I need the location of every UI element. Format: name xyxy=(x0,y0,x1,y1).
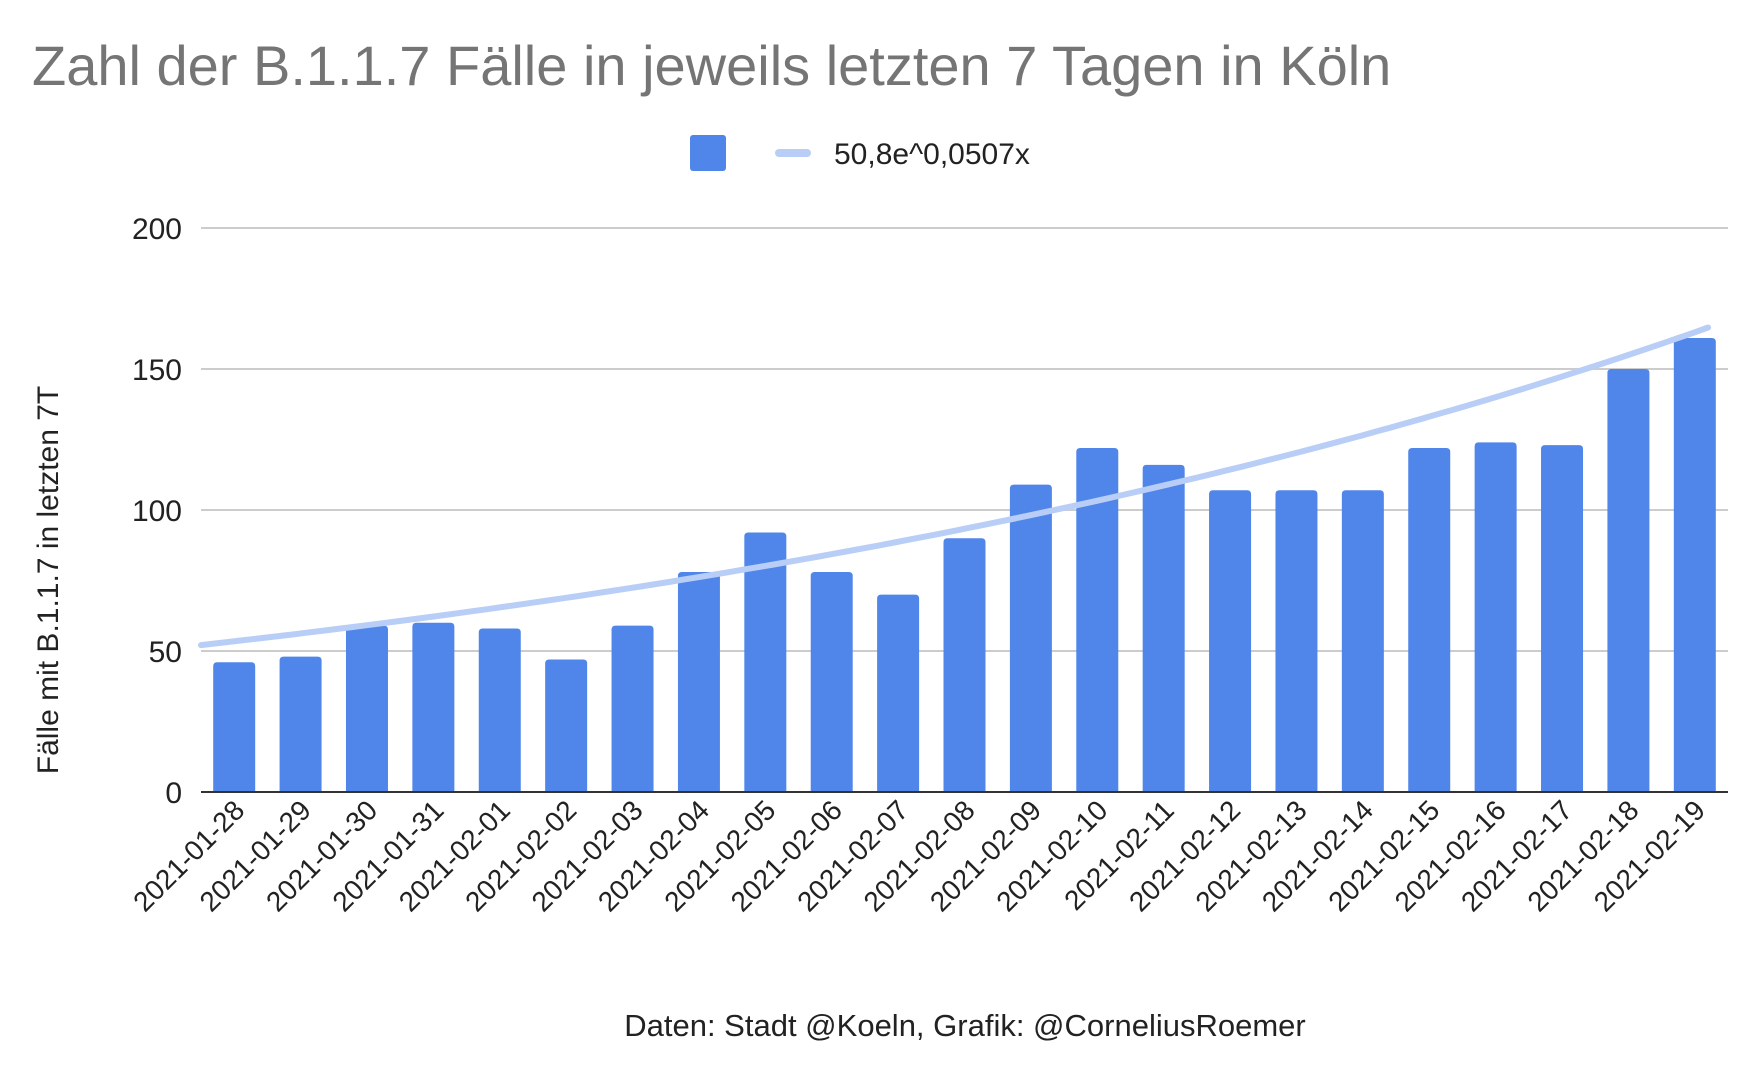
y-tick-label: 0 xyxy=(165,777,182,810)
bar-2021-02-06 xyxy=(810,572,853,792)
bar-2021-02-08 xyxy=(943,538,986,792)
bar-2021-02-09 xyxy=(1009,484,1052,792)
y-tick-label: 50 xyxy=(149,636,182,669)
chart-title: Zahl der B.1.1.7 Fälle in jeweils letzte… xyxy=(32,34,1391,97)
y-tick-label: 100 xyxy=(132,495,182,528)
trendline xyxy=(198,324,1712,649)
bar-2021-01-28 xyxy=(213,662,256,792)
y-tick-label: 200 xyxy=(132,213,182,246)
bar-2021-02-13 xyxy=(1275,490,1318,792)
bar-2021-02-18 xyxy=(1607,369,1650,792)
legend: 50,8e^0,0507x xyxy=(690,135,1030,171)
bar-2021-02-10 xyxy=(1076,447,1119,792)
bar-2021-01-30 xyxy=(345,625,388,792)
bars xyxy=(213,337,1716,792)
bar-2021-02-14 xyxy=(1341,490,1384,792)
bar-2021-02-02 xyxy=(545,659,588,792)
bar-2021-02-05 xyxy=(744,532,787,792)
bar-2021-02-01 xyxy=(478,628,521,792)
bar-2021-01-29 xyxy=(279,656,322,792)
y-axis-title: Fälle mit B.1.1.7 in letzten 7T xyxy=(32,386,65,775)
y-tick-labels: 0 50 100 150 200 xyxy=(132,213,182,810)
bar-2021-02-03 xyxy=(611,625,654,792)
bar-2021-02-07 xyxy=(877,594,920,792)
legend-label-trendline: 50,8e^0,0507x xyxy=(834,138,1030,171)
bar-2021-02-16 xyxy=(1474,442,1517,792)
bar-2021-02-12 xyxy=(1209,490,1252,792)
bar-2021-02-11 xyxy=(1142,464,1185,792)
bar-2021-01-31 xyxy=(412,622,455,792)
bar-2021-02-19 xyxy=(1673,337,1716,792)
bar-2021-02-15 xyxy=(1408,447,1451,792)
legend-swatch-trendline xyxy=(775,149,811,157)
x-tick-labels: 2021-01-282021-01-292021-01-302021-01-31… xyxy=(127,794,1711,917)
y-tick-label: 150 xyxy=(132,354,182,387)
legend-swatch-bars xyxy=(690,135,726,171)
chart-footer-credit: Daten: Stadt @Koeln, Grafik: @CorneliusR… xyxy=(624,1008,1306,1043)
bar-2021-02-04 xyxy=(677,572,720,792)
bar-2021-02-17 xyxy=(1541,445,1584,792)
